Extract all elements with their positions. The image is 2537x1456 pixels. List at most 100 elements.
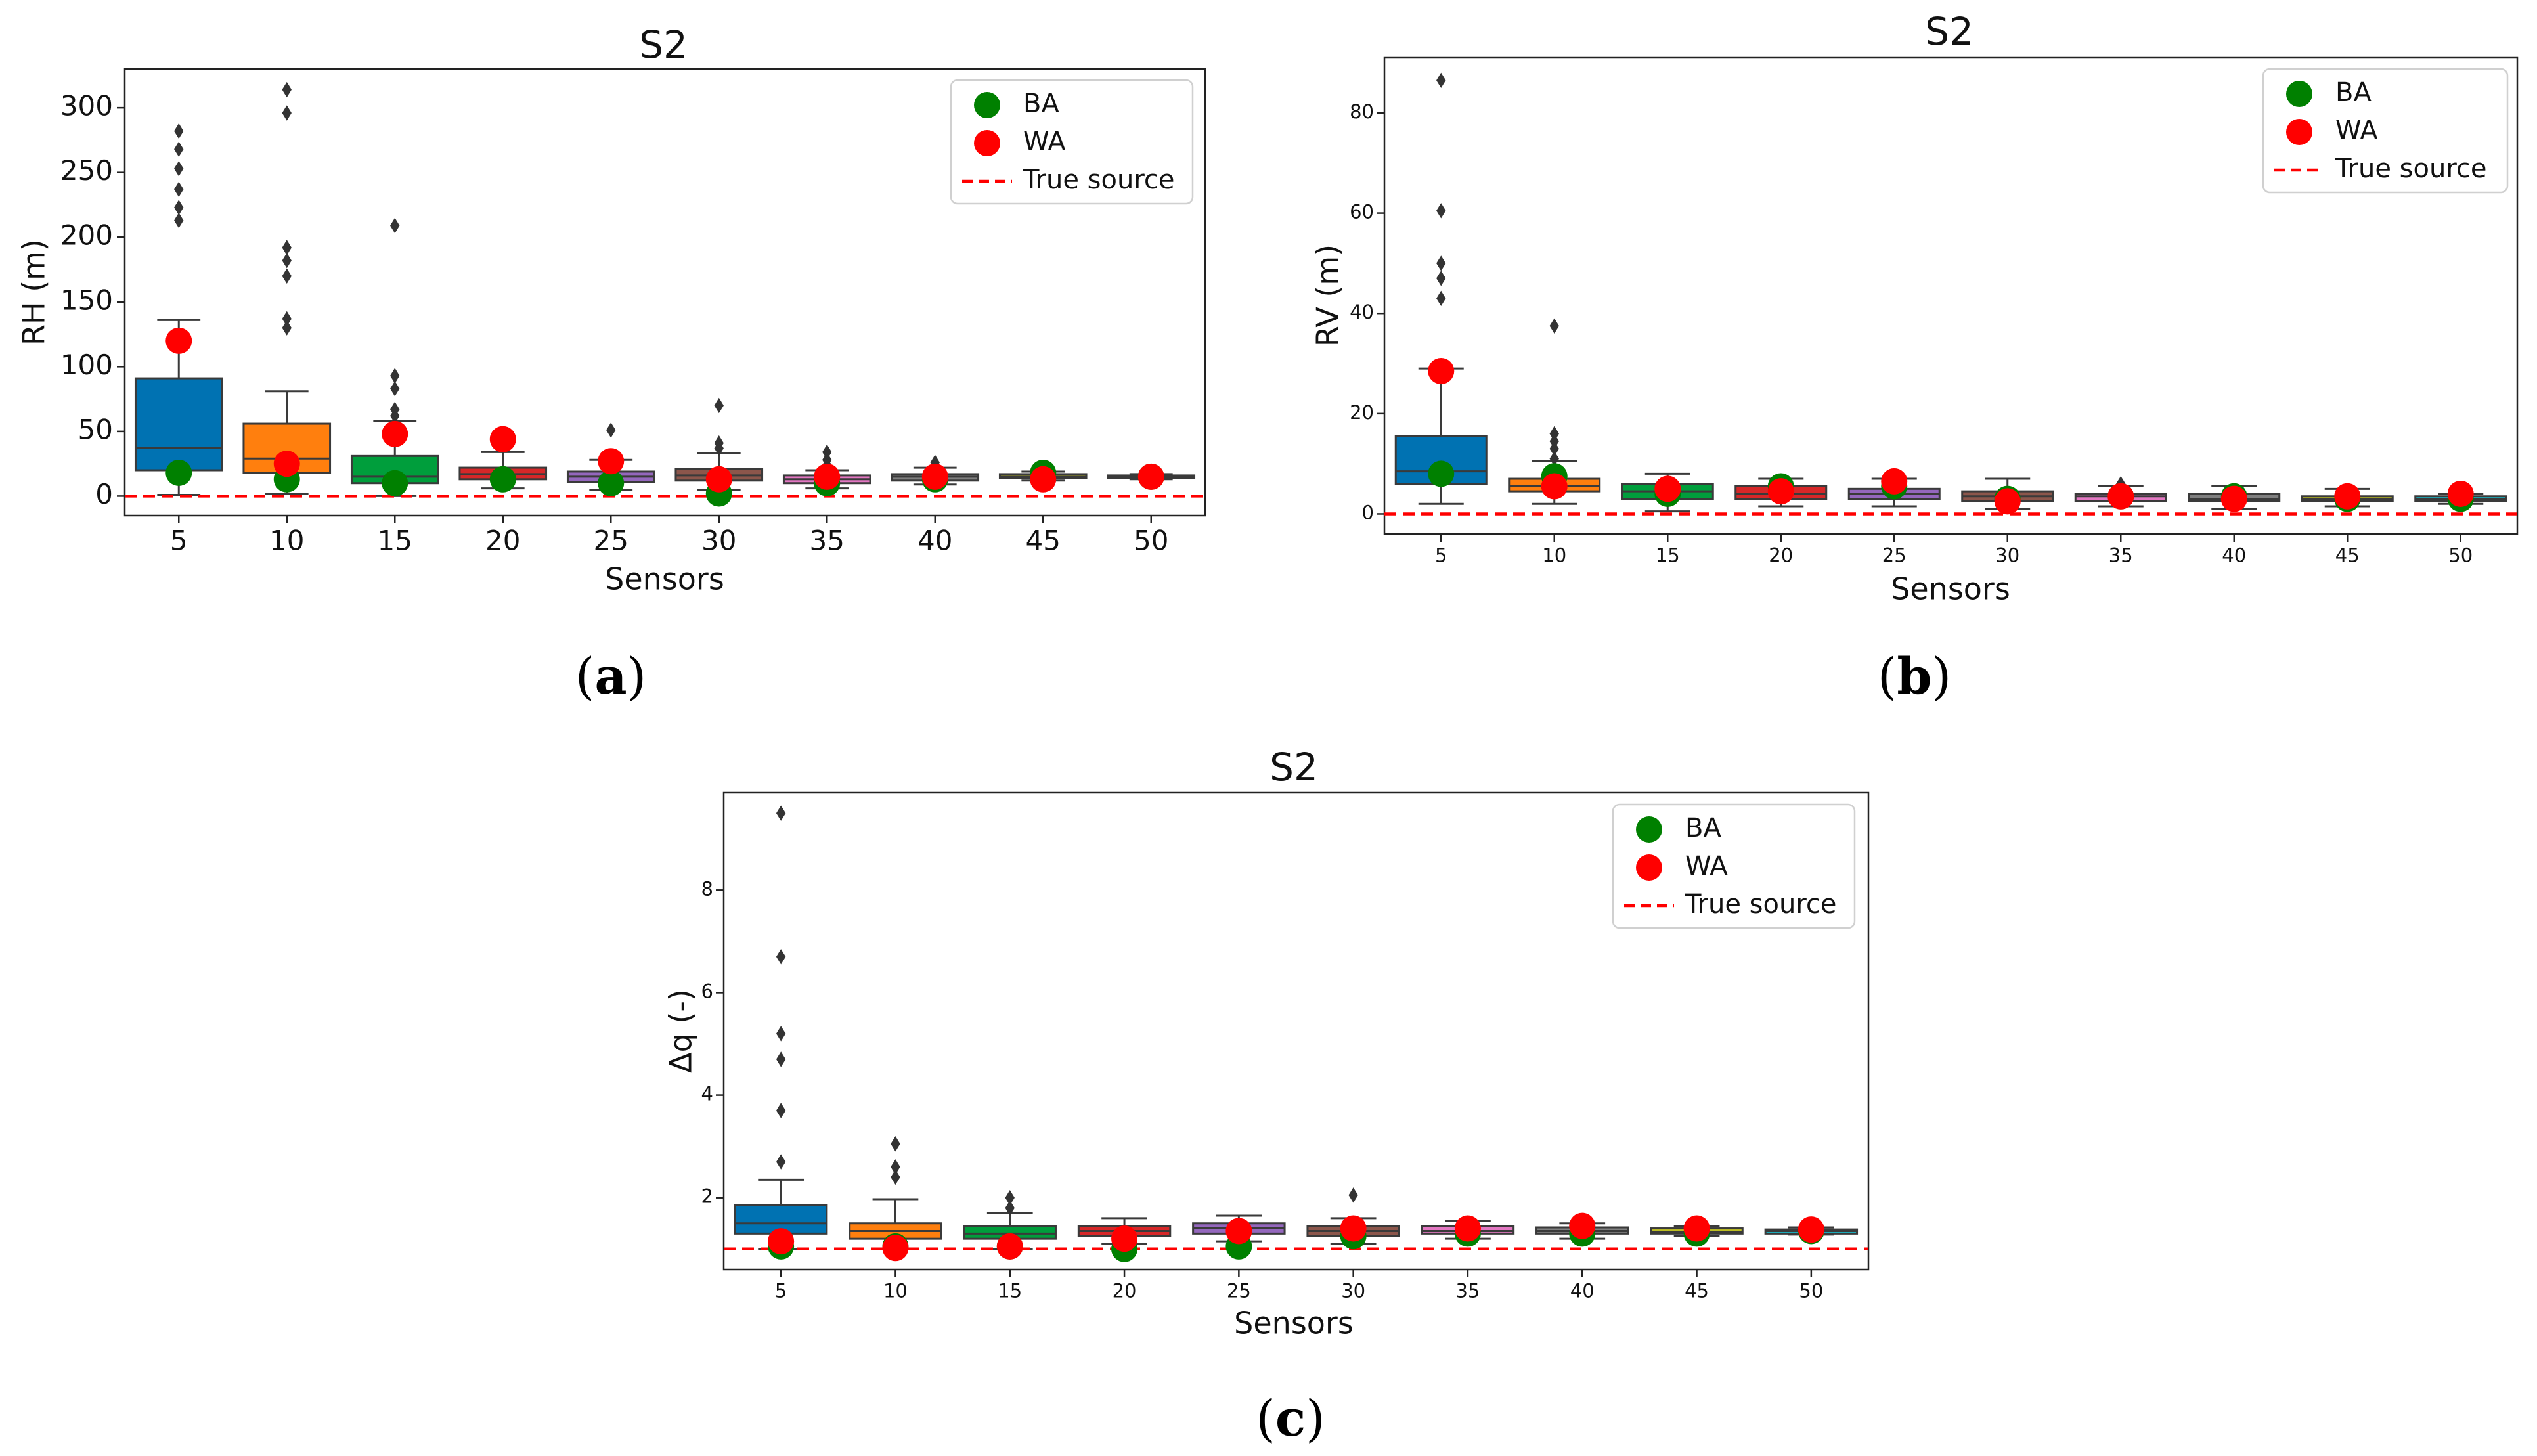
outlier-marker xyxy=(174,200,184,215)
wa-point xyxy=(1654,475,1681,502)
x-tick-label: 45 xyxy=(1026,525,1061,557)
outlier-marker xyxy=(1436,72,1446,89)
x-axis-label: Sensors xyxy=(605,562,724,597)
x-tick-label: 15 xyxy=(1656,544,1680,567)
y-tick-label: 4 xyxy=(701,1083,713,1105)
wa-point xyxy=(273,451,300,477)
caption-c: (c) xyxy=(1256,1389,1325,1447)
outlier-marker xyxy=(1348,1187,1358,1203)
wa-point xyxy=(768,1228,795,1255)
outlier-marker xyxy=(282,240,292,255)
x-tick-label: 25 xyxy=(594,525,629,557)
outlier-marker xyxy=(822,452,832,468)
outlier-marker xyxy=(1005,1200,1015,1216)
wa-point xyxy=(1683,1215,1710,1242)
outlier-marker xyxy=(390,368,400,384)
legend-box xyxy=(1612,803,1856,929)
wa-point xyxy=(2220,485,2247,512)
legend-wa-marker xyxy=(1636,854,1662,881)
outlier-marker xyxy=(891,1136,900,1152)
wa-point xyxy=(1798,1216,1824,1243)
y-axis-label: RV (m) xyxy=(1310,244,1346,347)
outlier-marker xyxy=(390,381,400,397)
y-tick-label: 0 xyxy=(95,478,113,510)
ba-point xyxy=(1428,460,1455,487)
outlier-marker xyxy=(1549,318,1559,334)
caption-c-open: ( xyxy=(1256,1389,1275,1447)
wa-point xyxy=(1881,468,1908,495)
box-10 xyxy=(849,1136,942,1250)
legend: BA WA True source xyxy=(1612,803,1856,929)
wa-point xyxy=(1569,1212,1596,1239)
x-tick-label: 50 xyxy=(1799,1280,1823,1302)
x-tick-label: 20 xyxy=(1113,1280,1137,1302)
chart-a: S2 Sensors RH (m) 0 50 100 150 200 250 300 5 10 15 20… xyxy=(16,22,1206,597)
wa-point xyxy=(1454,1215,1481,1242)
x-tick-label: 15 xyxy=(378,525,412,557)
caption-c-close: ) xyxy=(1306,1389,1325,1447)
outlier-marker xyxy=(1436,255,1446,271)
y-tick-label: 6 xyxy=(701,980,713,1002)
ba-point xyxy=(598,470,625,496)
outlier-marker xyxy=(282,320,292,336)
outlier-marker xyxy=(282,253,292,269)
x-tick-label: 5 xyxy=(1435,544,1447,567)
outlier-marker xyxy=(776,1051,786,1067)
y-axis-label: RH (m) xyxy=(16,239,52,345)
outlier-marker xyxy=(1549,426,1559,442)
legend-ba-label: BA xyxy=(1023,89,1059,119)
x-tick-label: 30 xyxy=(1995,544,2019,567)
outlier-marker xyxy=(1549,451,1559,467)
outlier-marker xyxy=(174,141,184,157)
x-tick-label: 50 xyxy=(2448,544,2473,567)
caption-b-letter: b xyxy=(1897,647,1932,705)
outlier-marker xyxy=(1436,203,1446,219)
outlier-marker xyxy=(174,212,184,229)
y-tick-label: 20 xyxy=(1350,401,1374,424)
y-tick-label: 100 xyxy=(60,349,113,381)
caption-b: (b) xyxy=(1878,647,1951,705)
y-axis-label: Δq (-) xyxy=(663,989,699,1073)
x-tick-label: 40 xyxy=(2222,544,2246,567)
legend-ba-marker xyxy=(974,92,1000,118)
ba-point xyxy=(489,466,516,493)
outlier-marker xyxy=(776,1026,786,1042)
wa-point xyxy=(1767,478,1794,505)
caption-b-open: ( xyxy=(1877,647,1897,705)
y-tick-label: 40 xyxy=(1350,301,1374,323)
x-tick-label: 30 xyxy=(701,525,736,557)
x-tick-label: 10 xyxy=(883,1280,908,1302)
legend-ba-marker xyxy=(2286,81,2312,107)
wa-point xyxy=(1994,488,2021,515)
wa-point xyxy=(1225,1218,1252,1245)
outlier-marker xyxy=(390,401,400,418)
legend-wa-label: WA xyxy=(1023,127,1066,157)
legend-true-source-label: True source xyxy=(1023,165,1175,195)
outlier-marker xyxy=(891,1169,900,1185)
outlier-marker xyxy=(282,105,292,121)
x-tick-label: 40 xyxy=(917,525,952,557)
chart-b: S2 Sensors RV (m) 0 20 40 60 80 5 10 15 20 25 30 35 40 4… xyxy=(1310,9,2519,607)
caption-a-letter: a xyxy=(594,647,627,705)
x-tick-label: 25 xyxy=(1227,1280,1251,1302)
y-tick-label: 300 xyxy=(60,90,113,122)
wa-point xyxy=(165,327,192,354)
y-tick-label: 0 xyxy=(1362,501,1374,523)
x-tick-label: 45 xyxy=(1685,1280,1709,1302)
x-tick-label: 45 xyxy=(2335,544,2360,567)
x-tick-label: 50 xyxy=(1134,525,1168,557)
legend-box xyxy=(2262,68,2509,194)
outlier-marker xyxy=(174,123,184,139)
box-body xyxy=(134,377,223,472)
x-tick-label: 10 xyxy=(269,525,304,557)
outlier-marker xyxy=(714,435,724,451)
box-15 xyxy=(963,1190,1057,1250)
outlier-marker xyxy=(1005,1190,1015,1206)
wa-point xyxy=(1111,1225,1138,1252)
wa-point xyxy=(1428,357,1455,384)
outlier-marker xyxy=(282,81,292,98)
x-tick-label: 20 xyxy=(1769,544,1793,567)
x-tick-label: 35 xyxy=(1455,1280,1480,1302)
ba-point xyxy=(382,470,408,496)
x-tick-label: 30 xyxy=(1341,1280,1365,1302)
